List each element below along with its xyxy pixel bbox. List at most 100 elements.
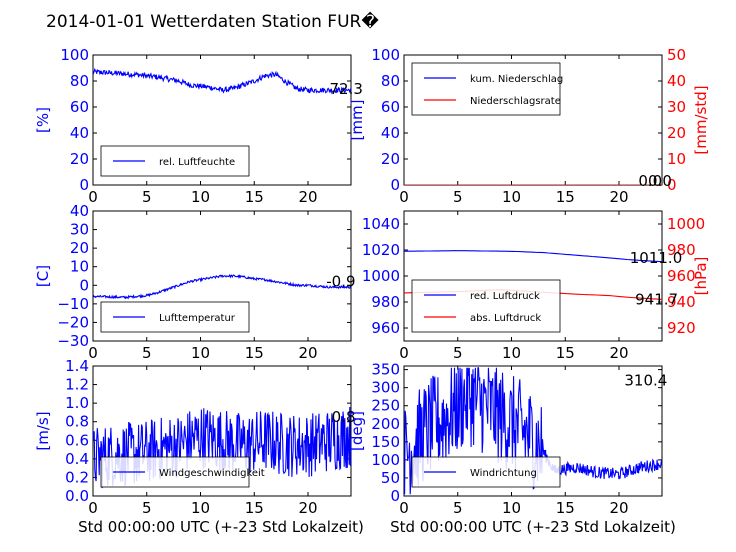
y-tick-label: 1020 <box>362 241 400 259</box>
legend-label: red. Luftdruck <box>470 291 540 302</box>
legend: Windgeschwindigkeit <box>100 456 265 488</box>
y-tick-label: 1.4 <box>65 357 89 375</box>
y2-tick-label: 940 <box>667 293 696 311</box>
x-tick-label: 0 <box>88 188 98 206</box>
x-tick-label: 20 <box>609 344 628 362</box>
y2-tick-label: 10 <box>667 150 686 168</box>
y2-tick-label: 0 <box>667 176 677 194</box>
y-tick-label: 350 <box>371 361 400 379</box>
x-tick-label: 5 <box>453 188 463 206</box>
y-tick-label: 60 <box>381 98 400 116</box>
x-tick-label: 10 <box>191 188 210 206</box>
figure-title: 2014-01-01 Wetterdaten Station FUR� <box>46 11 379 32</box>
y-tick-label: 0 <box>79 176 89 194</box>
chart-precip: 0 5 10 15 20 0 20 40 60 80 100 0 10 20 30 40 50 [mm] [mm/s… <box>348 46 710 206</box>
legend-label: Windrichtung <box>470 468 537 479</box>
y-tick-label: 250 <box>371 397 400 415</box>
value-annotation: 310.4 <box>624 371 667 389</box>
x-tick-label: 0 <box>399 344 409 362</box>
y-tick-label: −10 <box>57 295 89 313</box>
y-axis-label: [m/s] <box>34 411 52 450</box>
y2-tick-label: 50 <box>667 46 686 64</box>
x-tick-label: 0 <box>399 188 409 206</box>
legend: rel. Luftfeuchte <box>100 145 250 177</box>
y2-tick-label: 920 <box>667 319 696 337</box>
legend-label: Niederschlagsrate <box>470 96 561 107</box>
x-tick-label: 10 <box>502 344 521 362</box>
x-tick-label: 5 <box>142 188 152 206</box>
legend: Windrichtung <box>411 456 561 488</box>
y2-tick-label: 960 <box>667 267 696 285</box>
y-tick-label: 100 <box>371 451 400 469</box>
legend-label: kum. Niederschlag <box>470 74 563 85</box>
x-tick-label: 0 <box>399 499 409 517</box>
y-tick-label: 200 <box>371 415 400 433</box>
value-annotation: 0.0 <box>648 172 672 190</box>
y-tick-label: 40 <box>381 124 400 142</box>
legend: kum. Niederschlag Niederschlagsrate <box>411 62 563 116</box>
value-annotation: 72.3 <box>330 80 363 98</box>
x-tick-label: 10 <box>502 188 521 206</box>
y-tick-label: 0 <box>390 176 400 194</box>
y2-tick-label: 30 <box>667 98 686 116</box>
y-tick-label: 0 <box>390 487 400 505</box>
y-tick-label: 0.2 <box>65 468 89 486</box>
chart-pressure: 0 5 10 15 2096098010001020104092094096098010… <box>362 210 710 362</box>
y-tick-label: 0.4 <box>65 450 89 468</box>
value-annotation: -0.9 <box>326 273 355 291</box>
x-tick-label: 0 <box>88 344 98 362</box>
legend: red. Luftdruck abs. Luftdruck <box>411 279 561 333</box>
y-tick-label: 20 <box>70 239 89 257</box>
series-line-0 <box>93 67 351 95</box>
legend-label: abs. Luftdruck <box>470 313 541 324</box>
y-tick-label: 0.6 <box>65 431 89 449</box>
x-tick-label: 20 <box>298 344 317 362</box>
x-tick-label: 20 <box>609 188 628 206</box>
y-tick-label: 0.0 <box>65 487 89 505</box>
y-tick-label: 1040 <box>362 215 400 233</box>
x-tick-label: 5 <box>142 344 152 362</box>
x-tick-label: 10 <box>191 499 210 517</box>
y-tick-label: 30 <box>70 221 89 239</box>
x-tick-label: 15 <box>556 344 575 362</box>
legend-label: Lufttemperatur <box>159 313 236 324</box>
series-line-0 <box>93 273 351 300</box>
x-tick-label: 5 <box>142 499 152 517</box>
value-annotation: 0.0 <box>638 172 662 190</box>
y-tick-label: 1.2 <box>65 376 89 394</box>
y2-tick-label: 980 <box>667 241 696 259</box>
y-tick-label: −20 <box>57 313 89 331</box>
chart-humidity: 0 5 10 15 20 0 20 40 60 80 100 [%] 72.3 rel. Luftfeuc… <box>34 46 363 206</box>
x-tick-label: 20 <box>298 499 317 517</box>
x-tick-label: 15 <box>245 499 264 517</box>
y-tick-label: 10 <box>70 258 89 276</box>
y-axis-label: [C] <box>34 265 52 287</box>
x-axis-label-left: Std 00:00:00 UTC (+-23 Std Lokalzeit) <box>78 518 364 536</box>
y-tick-label: 20 <box>381 150 400 168</box>
x-tick-label: 5 <box>453 499 463 517</box>
x-tick-label: 10 <box>502 499 521 517</box>
y-tick-label: −30 <box>57 332 89 350</box>
y-tick-label: 1000 <box>362 267 400 285</box>
y-tick-label: 0.8 <box>65 413 89 431</box>
y-tick-label: 80 <box>381 72 400 90</box>
chart-winddir: 0 5 10 15 20050100150200250300350[deg]310.4W… <box>348 361 667 517</box>
x-tick-label: 10 <box>191 344 210 362</box>
x-tick-label: 15 <box>245 188 264 206</box>
chart-windspeed: 0 5 10 15 200.00.20.40.60.81.01.21.4[m/s] 0.8… <box>34 357 356 517</box>
y2-tick-label: 20 <box>667 124 686 142</box>
x-tick-label: 15 <box>556 188 575 206</box>
x-tick-label: 0 <box>88 499 98 517</box>
y-tick-label: 20 <box>70 150 89 168</box>
legend: Lufttemperatur <box>100 301 250 333</box>
y-tick-label: 40 <box>70 124 89 142</box>
y-tick-label: 960 <box>371 319 400 337</box>
x-tick-label: 20 <box>609 499 628 517</box>
legend-label: Windgeschwindigkeit <box>159 468 265 479</box>
x-tick-label: 5 <box>453 344 463 362</box>
y-tick-label: 100 <box>60 46 89 64</box>
y-tick-label: 0 <box>79 276 89 294</box>
